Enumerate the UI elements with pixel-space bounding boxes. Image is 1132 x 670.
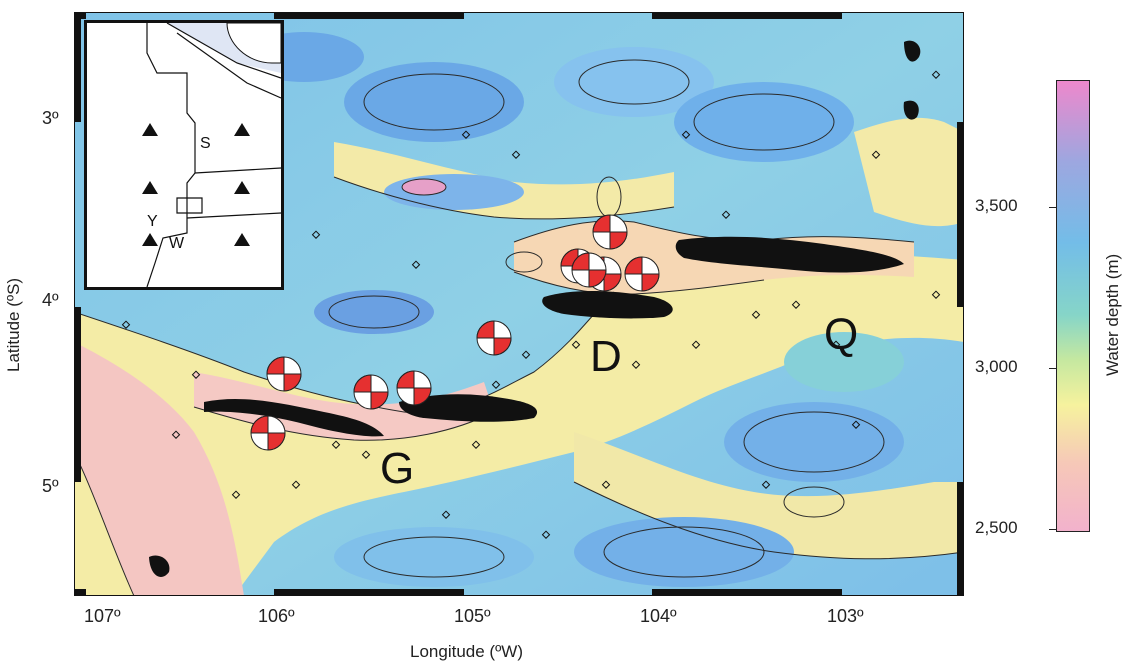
station-markers	[142, 123, 250, 246]
x-tick-107: 107º	[84, 606, 121, 626]
x-tick-105: 105º	[454, 606, 491, 626]
y-tick-4: 4º	[42, 290, 59, 310]
focal-mechanism	[592, 214, 628, 250]
colorbar-tick	[1049, 529, 1056, 530]
depth-colorbar	[1056, 80, 1090, 532]
colorbar-tick-2500: 2,500	[975, 518, 1018, 537]
region-label-d: D	[590, 332, 622, 381]
colorbar-tick	[1049, 368, 1056, 369]
inset-label-s: S	[200, 135, 211, 152]
region-label-g: G	[380, 444, 415, 493]
x-tick-104: 104º	[640, 606, 677, 626]
inset-map: S Y W	[84, 20, 284, 290]
colorbar-tick-3000: 3,000	[975, 357, 1018, 376]
y-tick-3: 3º	[42, 108, 59, 128]
focal-mechanisms	[250, 214, 660, 451]
inset-label-y: Y	[147, 213, 158, 230]
focal-mechanism	[571, 252, 607, 288]
focal-mechanism	[250, 415, 286, 451]
inset-label-w: W	[169, 235, 185, 252]
focal-mechanism	[396, 370, 432, 406]
colorbar-tick-3500: 3,500	[975, 196, 1018, 215]
focal-mechanism	[266, 356, 302, 392]
map-border-scale	[74, 12, 964, 596]
x-axis-title: Longitude (ºW)	[410, 642, 523, 661]
map-panel: G D Q S Y W	[73, 12, 965, 597]
deep-basins	[244, 32, 904, 587]
y-axis-title: Latitude (ºS)	[4, 277, 23, 372]
x-tick-103: 103º	[827, 606, 864, 626]
earthquake-clusters	[149, 40, 921, 577]
earthquake-epicenters	[121, 70, 941, 539]
focal-mechanism	[476, 320, 512, 356]
colorbar-title: Water depth (m)	[1103, 253, 1122, 376]
colorbar-tick	[1049, 207, 1056, 208]
y-tick-5: 5º	[42, 476, 59, 496]
focal-mechanism	[353, 374, 389, 410]
region-label-q: Q	[824, 310, 859, 359]
x-tick-106: 106º	[258, 606, 295, 626]
focal-mechanism	[624, 256, 660, 292]
inset-map-lines	[142, 22, 282, 288]
